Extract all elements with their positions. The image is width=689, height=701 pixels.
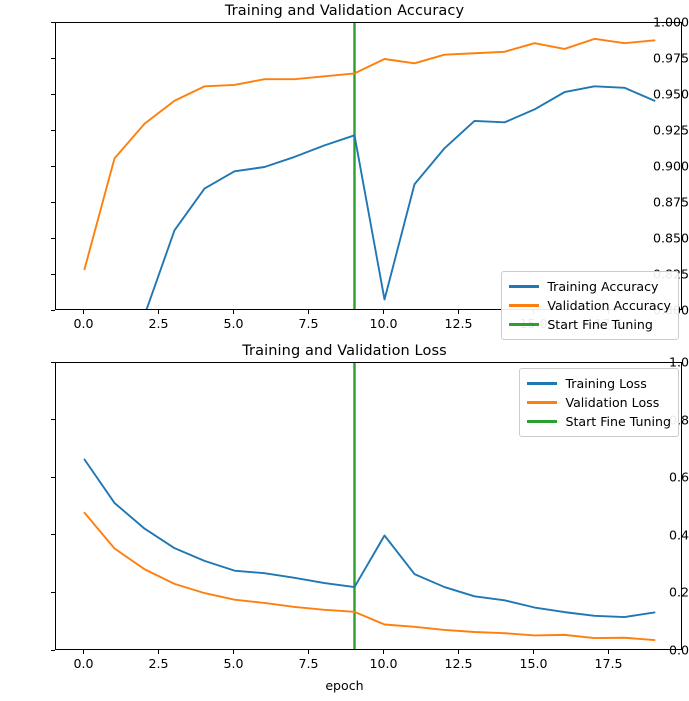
series-line-1: [83, 511, 656, 642]
ytick-mark: [51, 476, 55, 478]
ytick-mark: [51, 649, 55, 651]
xtick-label: 17.5: [594, 656, 623, 671]
ytick-mark: [51, 129, 55, 131]
loss-chart-title: Training and Validation Loss: [242, 343, 447, 359]
ytick-label: 0.950: [652, 86, 689, 102]
xtick-mark: [458, 650, 460, 654]
xtick-mark: [83, 650, 85, 654]
legend-item-label: Training Accuracy: [547, 278, 659, 294]
legend-line-swatch-icon: [509, 323, 540, 326]
ytick-mark: [51, 237, 55, 239]
legend-item[interactable]: Training Accuracy: [509, 277, 671, 296]
accuracy-panel: Training and Validation Accuracy 0.8000.…: [0, 0, 689, 350]
ytick-label: 0.6: [668, 469, 689, 485]
ytick-label: 0.2: [668, 584, 689, 600]
ytick-label: 0.4: [668, 527, 689, 543]
ytick-mark: [51, 57, 55, 59]
accuracy-plot-area: [55, 22, 682, 310]
legend-line-swatch-icon: [527, 382, 558, 385]
ytick-mark: [51, 419, 55, 421]
accuracy-chart-title: Training and Validation Accuracy: [224, 3, 465, 19]
loss-plot-clip: [56, 363, 681, 649]
xtick-mark: [308, 650, 310, 654]
ytick-label: 0.875: [652, 194, 689, 210]
loss-xaxis-label: epoch: [325, 678, 364, 693]
legend-item-label: Start Fine Tuning: [547, 316, 653, 332]
xtick-label: 12.5: [444, 656, 473, 671]
legend-item-label: Start Fine Tuning: [565, 413, 671, 429]
ytick-label: 0.925: [652, 122, 689, 138]
legend-item-label: Validation Accuracy: [547, 297, 671, 313]
legend-item[interactable]: Validation Accuracy: [509, 296, 671, 315]
ytick-mark: [51, 361, 55, 363]
ytick-mark: [51, 534, 55, 536]
ytick-mark: [51, 273, 55, 275]
legend-item[interactable]: Start Fine Tuning: [527, 412, 671, 431]
xtick-mark: [383, 310, 385, 314]
legend-item[interactable]: Start Fine Tuning: [509, 315, 671, 334]
xtick-mark: [608, 650, 610, 654]
xtick-label: 10.0: [369, 316, 398, 331]
legend-item[interactable]: Training Loss: [527, 374, 671, 393]
series-line-0: [83, 458, 656, 618]
xtick-label: 7.5: [298, 316, 319, 331]
xtick-mark: [383, 650, 385, 654]
legend-line-swatch-icon: [509, 285, 540, 288]
xtick-label: 2.5: [148, 316, 169, 331]
xtick-mark: [458, 310, 460, 314]
ytick-label: 0.900: [652, 158, 689, 174]
ytick-mark: [51, 165, 55, 167]
xtick-label: 10.0: [369, 656, 398, 671]
ytick-label: 1.000: [652, 14, 689, 30]
xtick-label: 0.0: [73, 656, 94, 671]
xtick-mark: [233, 650, 235, 654]
xtick-mark: [158, 310, 160, 314]
legend-item-label: Training Loss: [565, 375, 647, 391]
xtick-mark: [308, 310, 310, 314]
legend-line-swatch-icon: [527, 401, 558, 404]
ytick-label: 0.850: [652, 230, 689, 246]
xtick-mark: [158, 650, 160, 654]
ytick-label: 1.0: [668, 354, 689, 370]
ytick-mark: [51, 21, 55, 23]
accuracy-plot-clip: [56, 23, 681, 309]
ytick-label: 0.975: [652, 50, 689, 66]
legend-line-swatch-icon: [509, 304, 540, 307]
legend-item-label: Validation Loss: [565, 394, 660, 410]
xtick-label: 15.0: [519, 656, 548, 671]
xtick-label: 5.0: [223, 656, 244, 671]
xtick-mark: [533, 650, 535, 654]
loss-panel: Training and Validation Loss 0.0 0.2 0.4 0.…: [0, 340, 689, 701]
ytick-label: 0.0: [668, 642, 689, 658]
ytick-mark: [51, 93, 55, 95]
xtick-label: 12.5: [444, 316, 473, 331]
xtick-label: 5.0: [223, 316, 244, 331]
legend-box: Training Accuracy Validation Accuracy Star…: [501, 271, 679, 340]
xtick-mark: [233, 310, 235, 314]
legend-item[interactable]: Validation Loss: [527, 393, 671, 412]
ytick-mark: [51, 591, 55, 593]
ytick-mark: [51, 201, 55, 203]
xtick-mark: [83, 310, 85, 314]
accuracy-lines: [83, 23, 656, 309]
xtick-label: 7.5: [298, 656, 319, 671]
series-line-0: [145, 85, 656, 309]
xtick-label: 0.0: [73, 316, 94, 331]
loss-lines: [83, 363, 656, 649]
legend-line-swatch-icon: [527, 420, 558, 423]
xtick-label: 2.5: [148, 656, 169, 671]
legend-box: Training Loss Validation Loss Start Fine T…: [519, 368, 679, 437]
ytick-mark: [51, 309, 55, 311]
series-line-1: [83, 37, 656, 271]
